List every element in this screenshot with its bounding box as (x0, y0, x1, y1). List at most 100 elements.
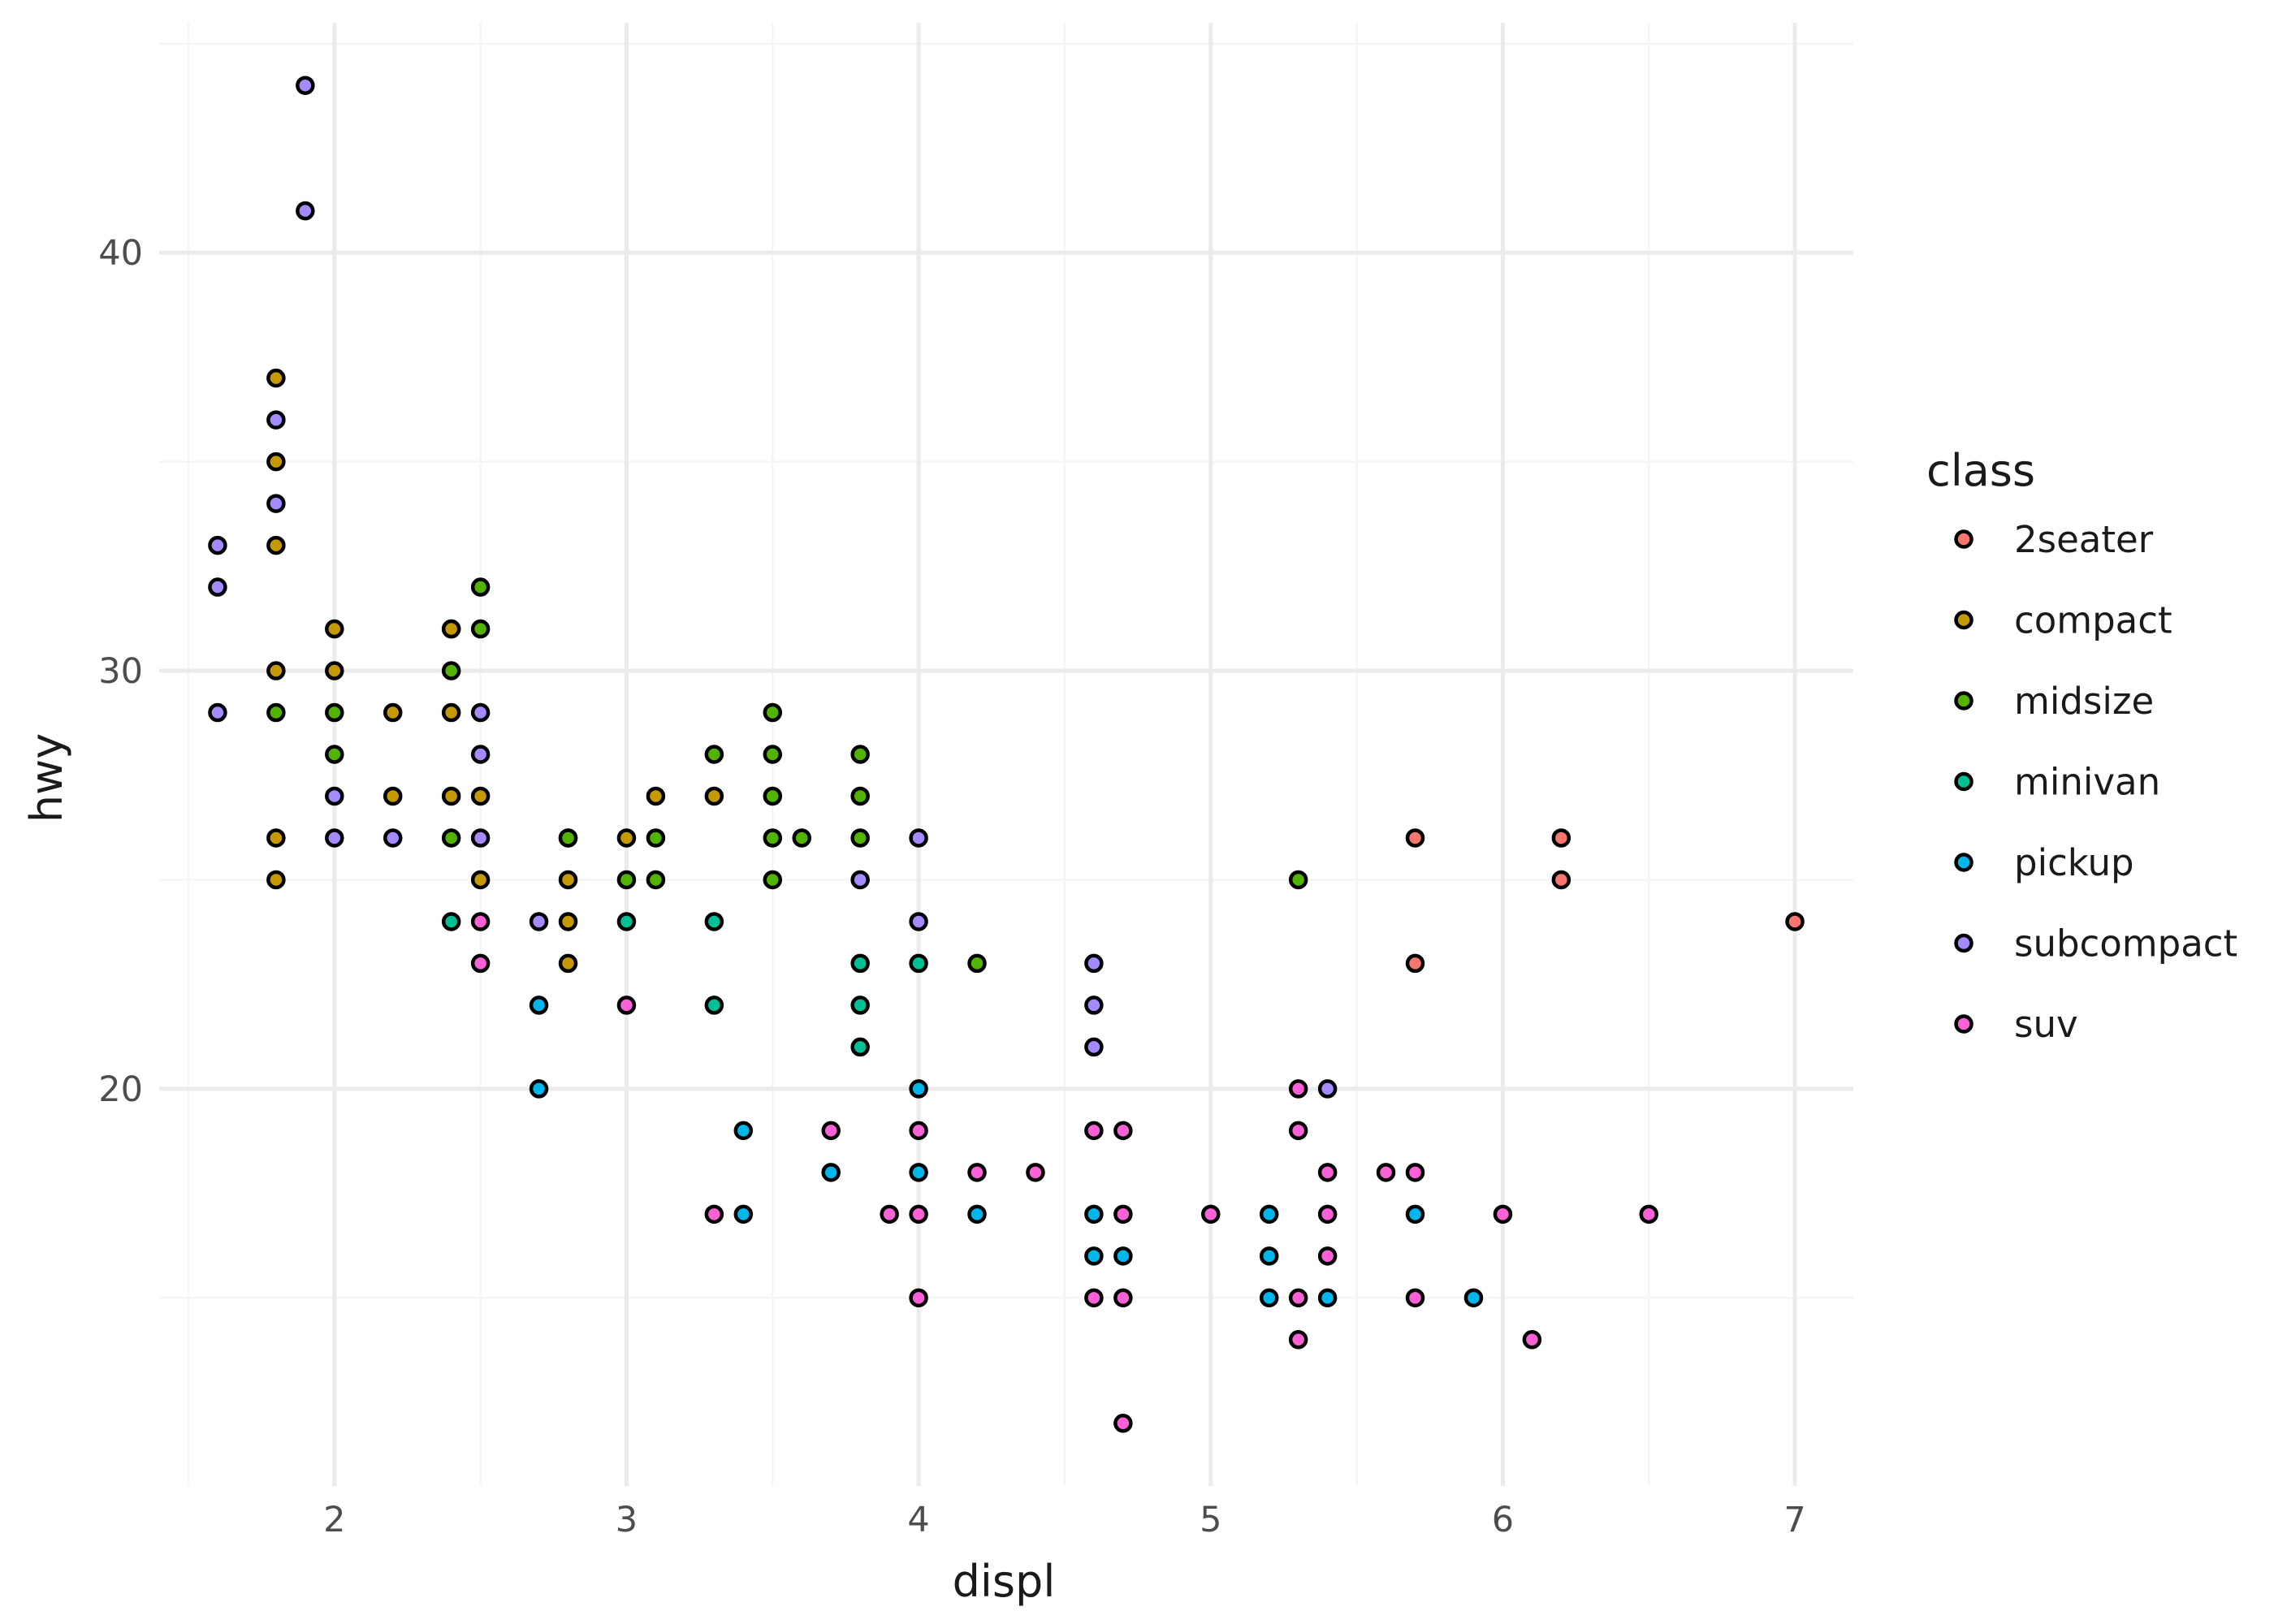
point-midsize (763, 828, 783, 848)
point-suv (704, 1204, 724, 1224)
point-compact (383, 702, 403, 723)
point-subcompact (325, 828, 344, 848)
point-pickup (529, 1079, 549, 1099)
point-2seater (1785, 912, 1805, 931)
y-tick-label: 20 (98, 1069, 143, 1110)
point-midsize (441, 661, 461, 680)
point-pickup (967, 1204, 987, 1224)
legend-label-minivan: minivan (2014, 761, 2160, 804)
point-compact (558, 912, 578, 931)
point-midsize (763, 702, 783, 723)
legend-key-compact (1954, 610, 1974, 630)
point-midsize (325, 745, 344, 764)
point-compact (325, 619, 344, 639)
point-minivan (909, 953, 928, 974)
point-midsize (616, 870, 637, 890)
point-subcompact (208, 535, 227, 555)
point-compact (441, 619, 461, 639)
point-2seater (1405, 828, 1425, 848)
point-suv (1405, 1288, 1425, 1308)
point-suv (1317, 1246, 1338, 1266)
point-midsize (646, 870, 666, 890)
point-subcompact (266, 494, 286, 513)
point-subcompact (208, 577, 227, 597)
point-suv (1317, 1163, 1338, 1182)
point-pickup (1259, 1246, 1279, 1266)
point-compact (266, 828, 286, 848)
point-compact (558, 870, 578, 890)
point-midsize (763, 870, 783, 890)
legend-label-2seater: 2seater (2014, 518, 2154, 561)
point-suv (1376, 1163, 1396, 1182)
point-midsize (325, 702, 344, 723)
point-minivan (704, 912, 724, 931)
x-tick-label: 7 (1783, 1500, 1805, 1540)
point-subcompact (1084, 953, 1104, 974)
x-tick-label: 6 (1492, 1500, 1514, 1540)
point-compact (266, 870, 286, 890)
x-tick-label: 4 (907, 1500, 929, 1540)
y-tick-label: 40 (98, 233, 143, 274)
point-compact (325, 661, 344, 680)
point-midsize (704, 745, 724, 764)
legend-label-midsize: midsize (2014, 680, 2154, 723)
point-minivan (850, 953, 870, 974)
legend-key-suv (1954, 1014, 1974, 1034)
legend-title: class (1926, 445, 2035, 496)
point-subcompact (850, 870, 870, 890)
point-midsize (850, 786, 870, 806)
point-pickup (909, 1163, 928, 1182)
point-compact (470, 786, 491, 806)
minor-gridlines (159, 23, 1853, 1486)
legend-key-midsize (1954, 691, 1974, 710)
point-suv (1493, 1204, 1513, 1224)
major-gridlines (159, 23, 1853, 1486)
point-compact (266, 451, 286, 472)
y-axis-ticks: 20 30 40 (98, 233, 143, 1110)
point-compact (266, 535, 286, 555)
point-suv (1026, 1163, 1045, 1182)
point-midsize (266, 702, 286, 723)
point-pickup (733, 1204, 754, 1224)
point-midsize (850, 828, 870, 848)
point-subcompact (325, 786, 344, 806)
point-compact (441, 702, 461, 723)
point-pickup (733, 1121, 754, 1141)
legend-label-subcompact: subcompact (2014, 922, 2237, 965)
point-pickup (1405, 1204, 1425, 1224)
point-suv (616, 996, 637, 1015)
point-minivan (850, 1037, 870, 1057)
point-subcompact (1084, 996, 1104, 1015)
legend-key-pickup (1954, 853, 1974, 872)
point-midsize (792, 828, 811, 848)
point-suv (1113, 1414, 1133, 1433)
point-suv (1288, 1288, 1308, 1308)
point-suv (1317, 1204, 1338, 1224)
point-suv (1084, 1121, 1104, 1141)
point-midsize (1288, 870, 1308, 890)
data-points (208, 76, 1805, 1433)
point-midsize (470, 577, 491, 597)
point-suv (1288, 1121, 1308, 1141)
point-midsize (763, 786, 783, 806)
point-subcompact (1084, 1037, 1104, 1057)
point-midsize (646, 828, 666, 848)
point-pickup (1259, 1204, 1279, 1224)
point-pickup (1259, 1288, 1279, 1308)
point-midsize (967, 953, 987, 974)
point-midsize (470, 619, 491, 639)
point-pickup (909, 1079, 928, 1099)
point-midsize (558, 828, 578, 848)
point-pickup (1084, 1246, 1104, 1266)
point-2seater (1405, 953, 1425, 974)
point-suv (470, 953, 491, 974)
point-suv (1113, 1288, 1133, 1308)
x-tick-label: 5 (1200, 1500, 1221, 1540)
point-suv (1113, 1121, 1133, 1141)
legend-key-2seater (1954, 529, 1974, 549)
point-compact (266, 661, 286, 680)
x-axis-ticks: 2 3 4 5 6 7 (323, 1500, 1806, 1540)
point-midsize (850, 745, 870, 764)
point-2seater (1551, 870, 1571, 890)
point-minivan (616, 912, 637, 931)
